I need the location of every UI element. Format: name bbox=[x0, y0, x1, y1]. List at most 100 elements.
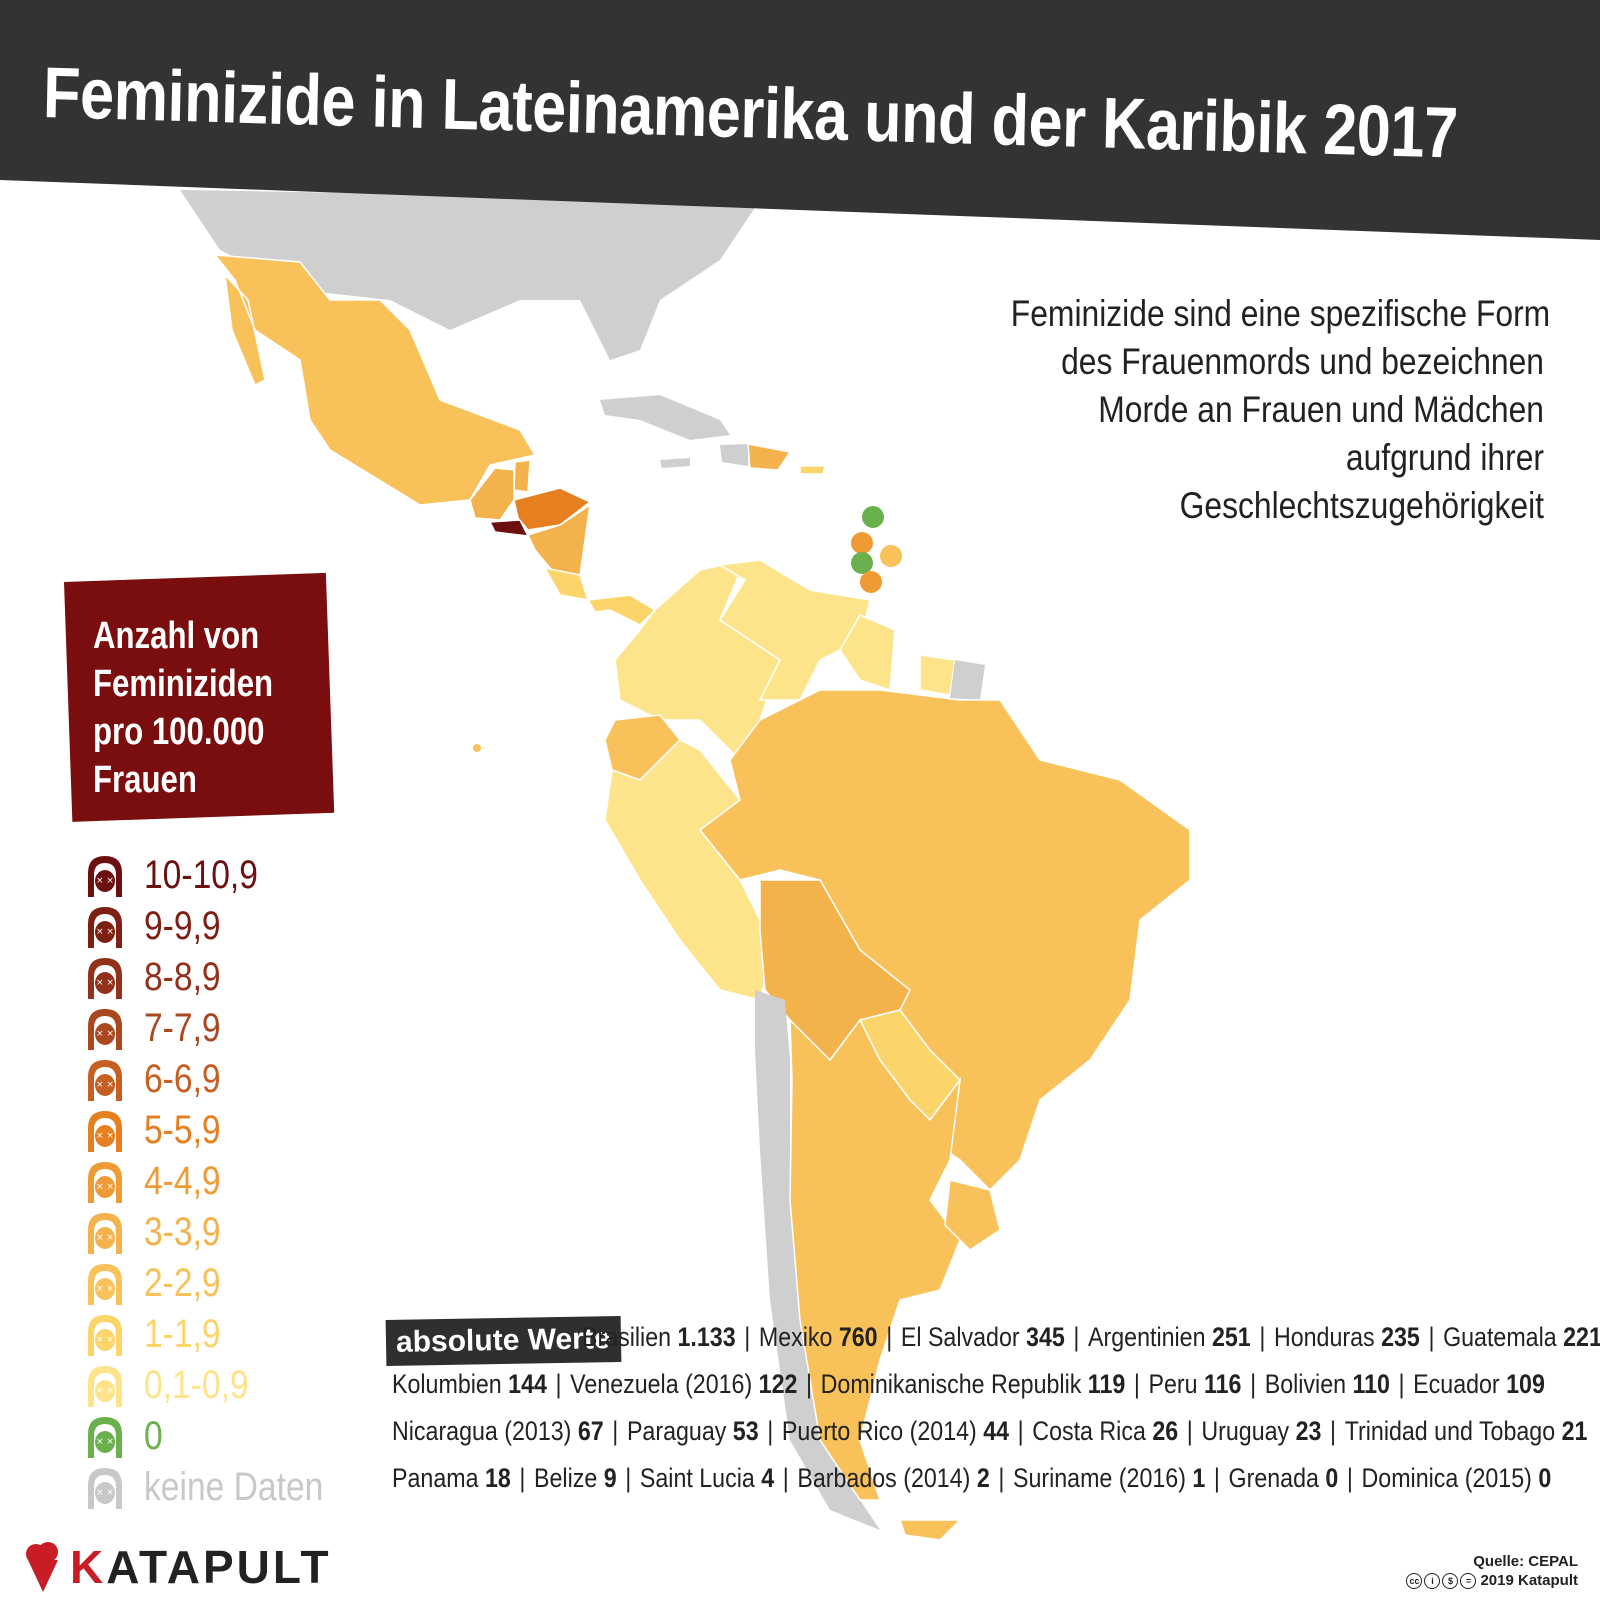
country-value: 0 bbox=[1325, 1463, 1339, 1493]
country-value: 67 bbox=[577, 1416, 604, 1446]
absolute-values-row: Panama 18 | Belize 9 | Saint Lucia 4 | Barbado… bbox=[392, 1463, 1552, 1493]
country-name: Kolumbien bbox=[392, 1369, 509, 1399]
woman-head-icon: × × bbox=[88, 906, 122, 948]
panama bbox=[586, 594, 657, 626]
legend-label: 3-3,9 bbox=[144, 1210, 221, 1254]
country-name: El Salvador bbox=[900, 1322, 1027, 1352]
legend-item: × × 3-3,9 bbox=[82, 1207, 357, 1258]
country-value: 110 bbox=[1352, 1369, 1390, 1399]
icecream-icon bbox=[26, 1542, 58, 1592]
country-name: Suriname (2016) bbox=[1012, 1463, 1193, 1493]
legend-label: 6-6,9 bbox=[144, 1057, 221, 1101]
country-name: Barbados (2014) bbox=[797, 1463, 977, 1493]
country-name: Uruguay bbox=[1201, 1416, 1296, 1446]
country-value: 2 bbox=[976, 1463, 990, 1493]
country-value: 116 bbox=[1204, 1369, 1242, 1399]
country-value: 760 bbox=[838, 1322, 878, 1352]
source-line: Quelle: CEPAL bbox=[1473, 1553, 1578, 1570]
svg-text:× ×: × × bbox=[96, 1437, 114, 1447]
logo-text: KATAPULT bbox=[70, 1541, 332, 1593]
legend-label: 1-1,9 bbox=[144, 1312, 221, 1356]
cuba-region bbox=[600, 395, 730, 440]
svg-text:× ×: × × bbox=[96, 978, 114, 988]
woman-head-icon: × × bbox=[88, 1365, 122, 1407]
woman-head-icon: × × bbox=[88, 957, 122, 999]
svg-text:× ×: × × bbox=[96, 927, 114, 937]
country-name: Peru bbox=[1148, 1369, 1205, 1399]
country-value: 235 bbox=[1381, 1322, 1420, 1352]
legend-item: × × 8-8,9 bbox=[82, 952, 357, 1003]
description-line: Geschlechtszugehörigkeit bbox=[1179, 485, 1544, 526]
legend-label: 7-7,9 bbox=[144, 1006, 221, 1050]
description-line: aufgrund ihrer bbox=[1345, 437, 1544, 478]
country-value: 21 bbox=[1561, 1416, 1588, 1446]
cc-license-icons: cc i $ = bbox=[1406, 1573, 1477, 1590]
absolute-values-row: Kolumbien 144 | Venezuela (2016) 122 | Domin… bbox=[392, 1369, 1545, 1399]
haiti-region bbox=[720, 444, 748, 466]
galapagos bbox=[473, 744, 481, 752]
legend-label: 8-8,9 bbox=[144, 955, 221, 999]
license-line: cc i $ = 2019 Katapult bbox=[1406, 1571, 1578, 1590]
legend-item: × × 6-6,9 bbox=[82, 1054, 357, 1105]
country-name: Puerto Rico (2014) bbox=[781, 1416, 984, 1446]
legend-item: × × 0 bbox=[82, 1411, 357, 1462]
description-line: des Frauenmords und bezeichnen bbox=[1061, 341, 1544, 382]
description-line: Feminizide sind eine spezifische Form bbox=[1010, 293, 1551, 334]
country-name: Brasilien bbox=[582, 1322, 678, 1352]
usa-region bbox=[180, 190, 760, 360]
svg-text:× ×: × × bbox=[96, 1029, 114, 1039]
country-value: 44 bbox=[983, 1416, 1010, 1446]
legend-item: × × 7-7,9 bbox=[82, 1003, 357, 1054]
suriname bbox=[919, 654, 956, 696]
country-value: 23 bbox=[1295, 1416, 1322, 1446]
woman-head-icon: × × bbox=[88, 1110, 122, 1152]
description: Feminizide sind eine spezifische Form de… bbox=[1010, 290, 1551, 530]
puerto-rico bbox=[799, 465, 826, 475]
woman-head-icon: × × bbox=[88, 855, 122, 897]
dot-trinidad bbox=[860, 571, 882, 593]
country-value: 26 bbox=[1152, 1416, 1179, 1446]
svg-text:× ×: × × bbox=[96, 876, 114, 886]
country-value: 1 bbox=[1192, 1463, 1206, 1493]
woman-head-icon: × × bbox=[88, 1212, 122, 1254]
country-value: 144 bbox=[508, 1369, 547, 1399]
country-name: Grenada bbox=[1228, 1463, 1326, 1493]
belize bbox=[513, 459, 531, 493]
dot-grenada bbox=[851, 552, 873, 574]
legend-list: × × 10-10,9 × × 9-9,9 × × 8-8,9 × × 7-7,9 × × 6-6… bbox=[82, 850, 357, 1513]
country-name: Venezuela (2016) bbox=[570, 1369, 759, 1399]
country-name: Trinidad und Tobago bbox=[1344, 1416, 1562, 1446]
woman-head-icon: × × bbox=[88, 1008, 122, 1050]
country-value: 251 bbox=[1211, 1322, 1251, 1352]
svg-text:× ×: × × bbox=[96, 1131, 114, 1141]
legend-item: × × 9-9,9 bbox=[82, 901, 357, 952]
woman-head-icon: × × bbox=[88, 1467, 122, 1509]
svg-text:× ×: × × bbox=[96, 1182, 114, 1192]
country-name: Guatemala bbox=[1443, 1322, 1564, 1352]
legend-label: 4-4,9 bbox=[144, 1159, 221, 1203]
legend-item: × × 1-1,9 bbox=[82, 1309, 357, 1360]
woman-head-icon: × × bbox=[88, 1059, 122, 1101]
legend-item: × × 2-2,9 bbox=[82, 1258, 357, 1309]
woman-head-icon: × × bbox=[88, 1314, 122, 1356]
svg-text:× ×: × × bbox=[96, 1386, 114, 1396]
country-value: 53 bbox=[732, 1416, 759, 1446]
woman-head-icon: × × bbox=[88, 1416, 122, 1458]
woman-head-icon: × × bbox=[88, 1263, 122, 1305]
country-name: Nicaragua (2013) bbox=[392, 1416, 578, 1446]
country-name: Argentinien bbox=[1088, 1322, 1212, 1352]
katapult-logo: KATAPULT bbox=[22, 1540, 332, 1594]
jamaica-region bbox=[660, 458, 690, 468]
absolute-values-row: Brasilien 1.133 | Mexiko 760 | El Salvador 3… bbox=[582, 1322, 1600, 1352]
country-name: Dominica (2015) bbox=[1361, 1463, 1539, 1493]
legend-label: 5-5,9 bbox=[144, 1108, 221, 1152]
country-value: 345 bbox=[1026, 1322, 1065, 1352]
venezuela bbox=[717, 559, 871, 701]
costa-rica bbox=[543, 566, 590, 601]
description-line: Morde an Frauen und Mädchen bbox=[1098, 389, 1544, 430]
svg-text:× ×: × × bbox=[96, 1284, 114, 1294]
legend-item: × × keine Daten bbox=[82, 1462, 357, 1513]
country-value: 109 bbox=[1506, 1369, 1545, 1399]
country-name: Mexiko bbox=[758, 1322, 839, 1352]
